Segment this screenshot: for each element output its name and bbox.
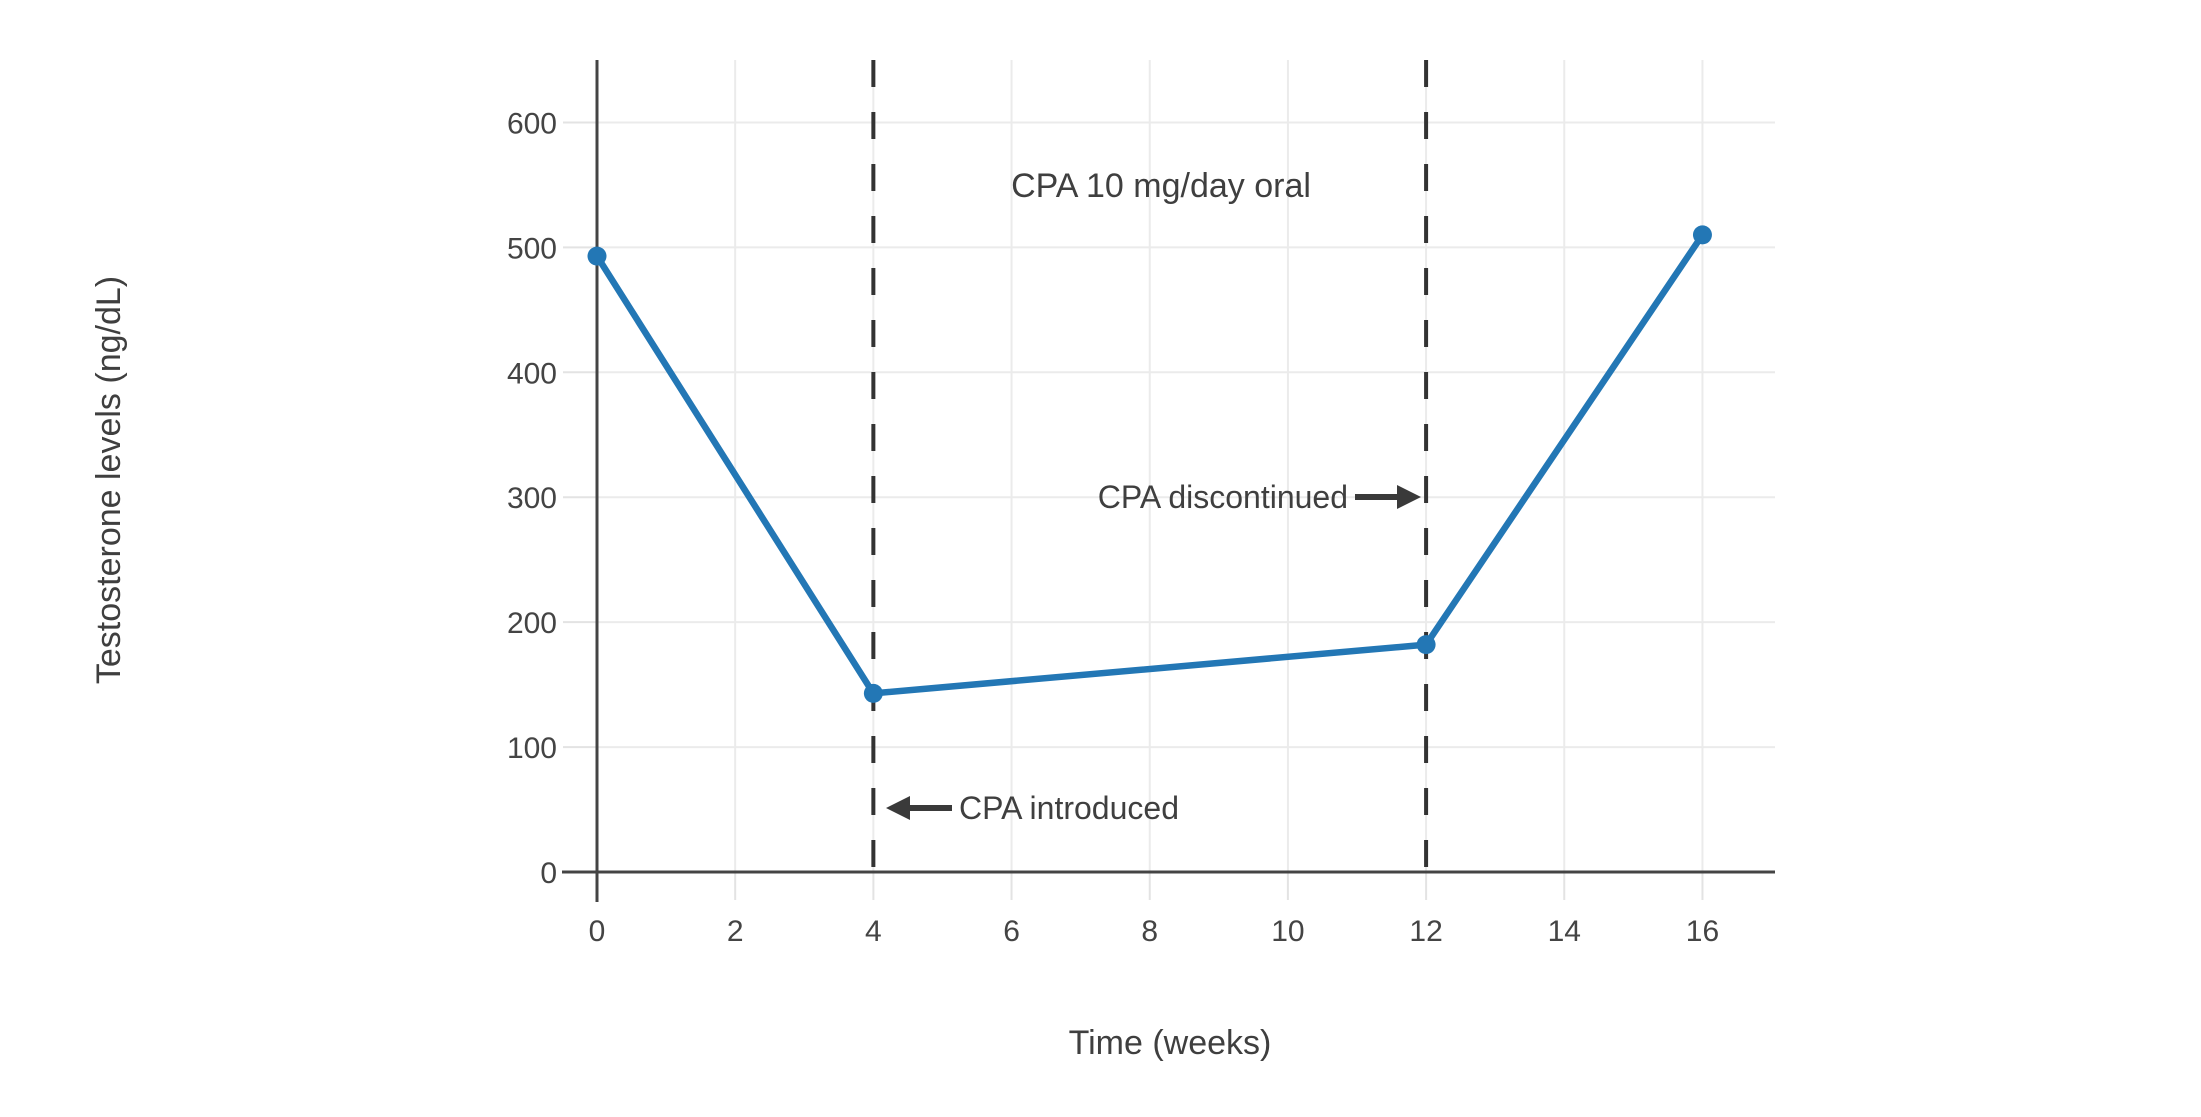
data-point-marker: [587, 246, 607, 266]
annotation-cpa-introduced: CPA introduced: [886, 787, 1179, 829]
annotation-cpa-discontinued: CPA discontinued: [1098, 476, 1421, 518]
x-axis-title: Time (weeks): [1068, 1024, 1272, 1062]
y-tick-label: 400: [507, 357, 557, 390]
annotation-cpa-introduced-text: CPA introduced: [959, 789, 1179, 826]
y-tick-label: 200: [507, 607, 557, 640]
y-axis-title: Testosterone levels (ng/dL): [90, 275, 128, 685]
y-tick-label: 100: [507, 732, 557, 765]
y-tick-label: 300: [507, 482, 557, 515]
annotation-dose-label: CPA 10 mg/day oral: [1011, 167, 1311, 205]
data-point-marker: [863, 683, 883, 703]
x-tick-label: 10: [1271, 915, 1304, 948]
x-tick-label: 16: [1686, 915, 1719, 948]
x-tick-label: 2: [727, 915, 744, 948]
x-tick-label: 4: [865, 915, 882, 948]
data-point-marker: [1416, 635, 1436, 655]
annotation-cpa-discontinued-text: CPA discontinued: [1097, 478, 1348, 515]
y-tick-label: 0: [540, 857, 557, 890]
data-point-marker: [1692, 225, 1712, 245]
arrow-left-icon: [886, 796, 952, 820]
y-tick-label: 600: [507, 107, 557, 140]
x-tick-label: 0: [589, 915, 606, 948]
arrow-right-icon: [1355, 485, 1421, 509]
testosterone-line: [593, 231, 1706, 697]
x-tick-label: 8: [1141, 915, 1158, 948]
x-tick-label: 6: [1003, 915, 1020, 948]
x-tick-label: 14: [1548, 915, 1581, 948]
y-tick-label: 500: [507, 232, 557, 265]
x-tick-label: 12: [1409, 915, 1442, 948]
